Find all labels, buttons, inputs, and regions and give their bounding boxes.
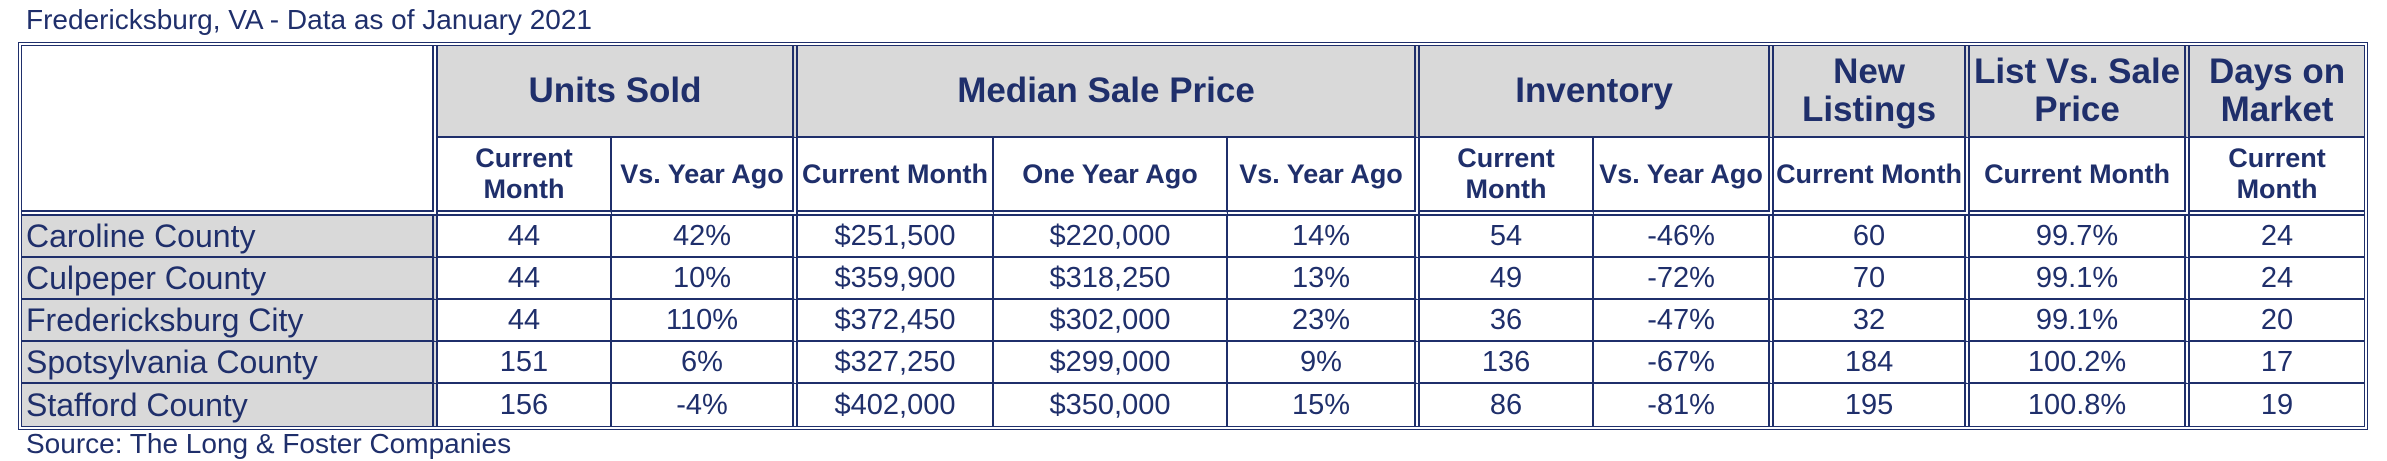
price-current-cell: $402,000 xyxy=(798,384,994,426)
county-name: Stafford County xyxy=(22,384,438,426)
price-one-year-cell: $299,000 xyxy=(994,342,1228,384)
list-vs-sale-cell: 99.7% xyxy=(1970,216,2191,258)
price-current-cell: $359,900 xyxy=(798,258,994,300)
units-vs-cell: 110% xyxy=(612,300,798,342)
new-listings-cell: 184 xyxy=(1774,342,1971,384)
inventory-vs-subheader: Vs. Year Ago xyxy=(1594,138,1775,216)
county-name: Fredericksburg City xyxy=(22,300,438,342)
units-current-cell: 44 xyxy=(438,258,612,300)
inventory-vs-cell: -46% xyxy=(1594,216,1775,258)
price-vs-cell: 13% xyxy=(1228,258,1421,300)
blank-subheader-cell xyxy=(22,138,438,216)
new-listings-header: New Listings xyxy=(1774,46,1971,138)
price-vs-cell: 15% xyxy=(1228,384,1421,426)
price-current-cell: $327,250 xyxy=(798,342,994,384)
price-current-cell: $251,500 xyxy=(798,216,994,258)
inventory-vs-cell: -47% xyxy=(1594,300,1775,342)
county-name: Spotsylvania County xyxy=(22,342,438,384)
days-on-market-cell: 24 xyxy=(2190,258,2365,300)
units-vs-cell: -4% xyxy=(612,384,798,426)
price-one-year-cell: $302,000 xyxy=(994,300,1228,342)
price-current-subheader: Current Month xyxy=(798,138,994,216)
price-vs-subheader: Vs. Year Ago xyxy=(1228,138,1421,216)
new-listings-cell: 195 xyxy=(1774,384,1971,426)
table-row: Caroline County 44 42% $251,500 $220,000… xyxy=(22,216,2365,258)
units-vs-cell: 42% xyxy=(612,216,798,258)
table-row: Culpeper County 44 10% $359,900 $318,250… xyxy=(22,258,2365,300)
list-vs-sale-cell: 99.1% xyxy=(1970,300,2191,342)
inventory-current-cell: 54 xyxy=(1420,216,1595,258)
price-vs-cell: 9% xyxy=(1228,342,1421,384)
units-current-cell: 156 xyxy=(438,384,612,426)
days-on-market-subheader: Current Month xyxy=(2190,138,2365,216)
price-one-year-cell: $350,000 xyxy=(994,384,1228,426)
list-vs-sale-cell: 100.8% xyxy=(1970,384,2191,426)
sub-header-row: Current Month Vs. Year Ago Current Month… xyxy=(22,138,2365,216)
inventory-current-cell: 86 xyxy=(1420,384,1595,426)
units-current-cell: 44 xyxy=(438,300,612,342)
units-vs-cell: 10% xyxy=(612,258,798,300)
price-vs-cell: 23% xyxy=(1228,300,1421,342)
units-vs-subheader: Vs. Year Ago xyxy=(612,138,798,216)
price-one-year-cell: $220,000 xyxy=(994,216,1228,258)
inventory-header: Inventory xyxy=(1420,46,1775,138)
days-on-market-cell: 24 xyxy=(2190,216,2365,258)
inventory-current-cell: 136 xyxy=(1420,342,1595,384)
days-on-market-cell: 17 xyxy=(2190,342,2365,384)
inventory-current-subheader: Current Month xyxy=(1420,138,1595,216)
inventory-current-cell: 49 xyxy=(1420,258,1595,300)
inventory-vs-cell: -81% xyxy=(1594,384,1775,426)
inventory-vs-cell: -72% xyxy=(1594,258,1775,300)
units-vs-cell: 6% xyxy=(612,342,798,384)
days-on-market-cell: 19 xyxy=(2260,389,2294,421)
county-name: Caroline County xyxy=(22,216,438,258)
county-name: Culpeper County xyxy=(22,258,438,300)
group-header-row: Units Sold Median Sale Price Inventory N… xyxy=(22,46,2365,138)
units-sold-header: Units Sold xyxy=(438,46,798,138)
table-row: Fredericksburg City 44 110% $372,450 $30… xyxy=(22,300,2365,342)
table-row: Spotsylvania County 151 6% $327,250 $299… xyxy=(22,342,2365,384)
days-on-market-header: Days on Market xyxy=(2190,46,2365,138)
price-current-cell: $372,450 xyxy=(798,300,994,342)
days-on-market-cell: 20 xyxy=(2190,300,2365,342)
market-data-table: Units Sold Median Sale Price Inventory N… xyxy=(18,42,2369,430)
units-current-cell: 151 xyxy=(438,342,612,384)
new-listings-cell: 32 xyxy=(1774,300,1971,342)
blank-header-cell xyxy=(22,46,438,138)
source-caption: Source: The Long & Foster Companies xyxy=(26,428,512,459)
new-listings-cell: 70 xyxy=(1774,258,1971,300)
list-vs-sale-cell: 100.2% xyxy=(1970,342,2191,384)
list-vs-sale-cell: 99.1% xyxy=(1970,258,2191,300)
list-vs-sale-subheader: Current Month xyxy=(1970,138,2191,216)
median-sale-price-header: Median Sale Price xyxy=(798,46,1421,138)
units-current-cell: 44 xyxy=(438,216,612,258)
inventory-current-cell: 36 xyxy=(1420,300,1595,342)
price-one-year-subheader: One Year Ago xyxy=(994,138,1228,216)
new-listings-subheader: Current Month xyxy=(1774,138,1971,216)
inventory-vs-cell: -67% xyxy=(1594,342,1775,384)
new-listings-cell: 60 xyxy=(1774,216,1971,258)
table-row: Stafford County 156 -4% $402,000 $350,00… xyxy=(22,384,2364,426)
list-vs-sale-header: List Vs. Sale Price xyxy=(1970,46,2191,138)
price-vs-cell: 14% xyxy=(1228,216,1421,258)
price-one-year-cell: $318,250 xyxy=(994,258,1228,300)
units-current-subheader: Current Month xyxy=(438,138,612,216)
table-caption: Fredericksburg, VA - Data as of January … xyxy=(26,4,592,35)
